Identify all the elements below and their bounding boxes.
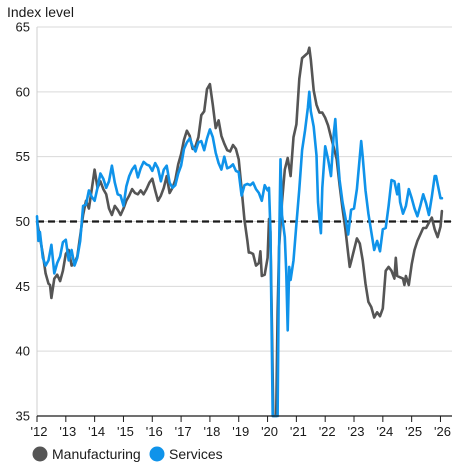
legend-label-manufacturing: Manufacturing: [52, 446, 141, 462]
y-tick-label-40: 40: [16, 344, 30, 359]
x-tick-label-2013: '13: [59, 424, 76, 439]
x-tick-label-2022: '22: [319, 424, 336, 439]
x-axis-ticks: '12 '13 '14 '15 '16 '17 '18 '19 '20 '21 '22 '23 '24 '…: [31, 416, 451, 439]
legend: Manufacturing Services: [32, 446, 223, 462]
x-tick-label-2024: '24: [376, 424, 393, 439]
x-tick-label-2017: '17: [175, 424, 192, 439]
y-tick-label-35: 35: [16, 409, 30, 424]
x-tick-label-2012: '12: [31, 424, 48, 439]
series-line-services: [35, 90, 444, 418]
legend-item-manufacturing: Manufacturing: [32, 446, 141, 462]
x-tick-label-2026: '26: [434, 424, 451, 439]
x-tick-label-2018: '18: [203, 424, 220, 439]
y-tick-label-50: 50: [16, 214, 30, 229]
legend-swatch-services: [149, 446, 165, 462]
legend-label-services: Services: [169, 446, 223, 462]
series-lines: [35, 46, 444, 418]
y-axis-title: Index level: [7, 4, 74, 20]
x-tick-label-2019: '19: [232, 424, 249, 439]
x-tick-label-2023: '23: [348, 424, 365, 439]
x-tick-label-2014: '14: [88, 424, 105, 439]
x-tick-label-2015: '15: [117, 424, 134, 439]
y-tick-label-55: 55: [16, 149, 30, 164]
x-tick-label-2016: '16: [146, 424, 163, 439]
legend-item-services: Services: [149, 446, 223, 462]
y-tick-label-60: 60: [16, 84, 30, 99]
x-tick-label-2020: '20: [261, 424, 278, 439]
x-tick-label-2025: '25: [405, 424, 422, 439]
y-tick-label-65: 65: [16, 20, 30, 35]
x-tick-label-2021: '21: [290, 424, 307, 439]
y-tick-label-45: 45: [16, 279, 30, 294]
legend-swatch-manufacturing: [32, 446, 48, 462]
y-tick-labels: 35 40 45 50 55 60 65: [16, 20, 30, 424]
series-line-manufacturing: [35, 46, 444, 418]
